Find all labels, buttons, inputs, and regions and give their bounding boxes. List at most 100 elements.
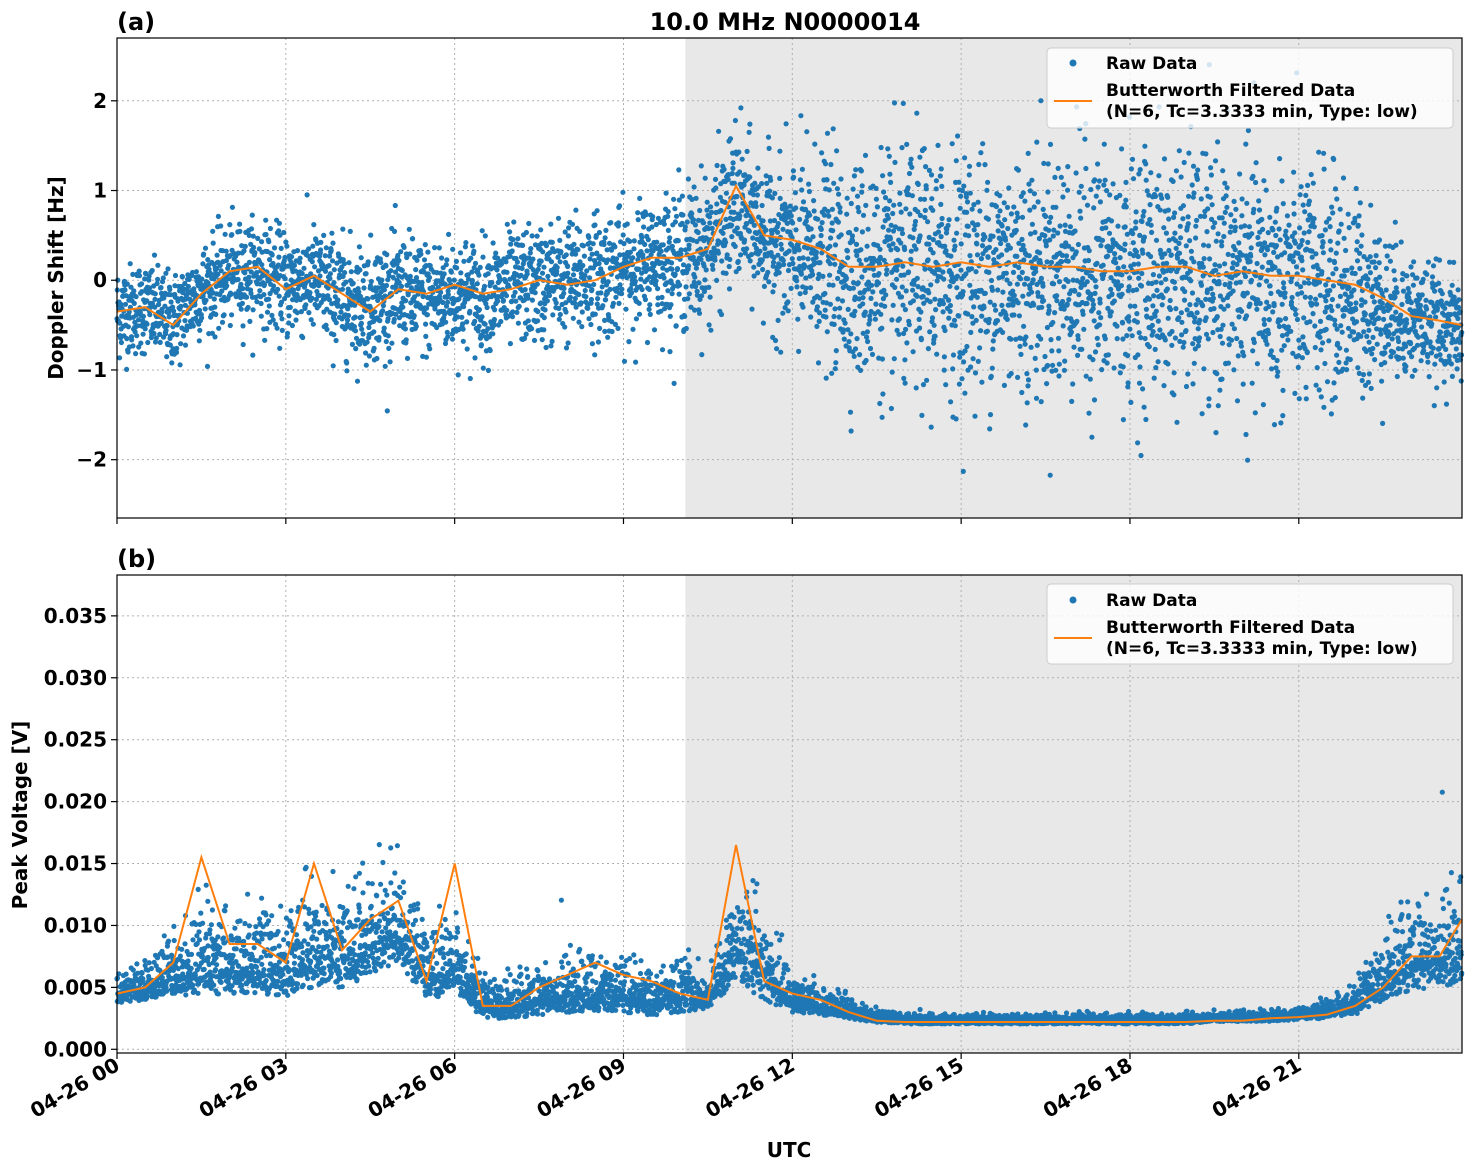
panel-a-raw-point — [869, 351, 876, 357]
panel-a-raw-point — [647, 274, 653, 280]
panel-a-raw-point — [1023, 422, 1029, 428]
panel-a-raw-point — [301, 265, 307, 271]
panel-a-raw-point — [1120, 336, 1126, 342]
panel-a-raw-point — [890, 302, 896, 308]
panel-a-raw-point — [1140, 213, 1146, 219]
panel-a-raw-point — [201, 251, 207, 257]
panel-a-raw-point — [608, 247, 615, 253]
panel-a-raw-point — [957, 354, 963, 360]
panel-a-raw-point — [141, 351, 147, 357]
panel-a-raw-point — [902, 357, 908, 363]
panel-a-raw-point — [933, 307, 939, 313]
panel-a-raw-point — [671, 196, 677, 202]
panel-a-raw-point — [1162, 251, 1168, 257]
panel-a-raw-point — [1372, 357, 1378, 363]
panel-a-raw-point — [1098, 315, 1104, 321]
panel-a-raw-point — [1144, 314, 1150, 320]
panel-a-raw-point — [494, 298, 501, 304]
panel-a-raw-point — [146, 273, 152, 279]
panel-a-raw-point — [1235, 353, 1241, 359]
panel-a-raw-point — [1383, 287, 1389, 293]
panel-a-raw-point — [460, 338, 466, 344]
panel-a-raw-point — [411, 313, 417, 319]
panel-a-raw-point — [951, 317, 958, 323]
panel-a-raw-point — [1114, 336, 1120, 342]
panel-a-raw-point — [580, 243, 587, 249]
panel-a-raw-point — [1336, 228, 1342, 234]
panel-a-raw-point — [1337, 293, 1343, 299]
panel-a-raw-point — [706, 322, 712, 328]
panel-a-raw-point — [191, 286, 197, 292]
panel-a-raw-point — [1281, 285, 1287, 291]
panel-a-raw-point — [962, 155, 968, 161]
panel-a-raw-point — [1134, 287, 1140, 293]
panel-a-raw-point — [908, 248, 914, 254]
panel-a-raw-point — [480, 254, 486, 260]
panel-a-raw-point — [122, 287, 128, 293]
panel-a-raw-point — [971, 304, 977, 310]
panel-a-raw-point — [1060, 323, 1066, 329]
panel-a-raw-point — [905, 185, 911, 191]
panel-a-raw-point — [723, 190, 730, 196]
panel-a-raw-point — [1364, 333, 1370, 339]
panel-a-raw-point — [689, 196, 695, 202]
panel-a-raw-point — [527, 250, 533, 256]
panel-a-raw-point — [887, 171, 893, 177]
panel-a-raw-point — [1222, 261, 1228, 267]
panel-a-raw-point — [1136, 380, 1143, 386]
panel-a-raw-point — [1128, 399, 1134, 405]
panel-a-raw-point — [1022, 198, 1028, 204]
panel-a-raw-point — [511, 219, 517, 225]
panel-a-raw-point — [513, 298, 519, 304]
panel-a-raw-point — [966, 163, 973, 169]
panel-a-raw-point — [808, 314, 814, 320]
panel-a-raw-point — [1090, 357, 1096, 363]
panel-a-raw-point — [549, 239, 555, 245]
panel-a-raw-point — [942, 243, 948, 249]
panel-a-raw-point — [732, 243, 738, 249]
panel-a-raw-point — [800, 199, 807, 205]
panel-a-raw-point — [310, 243, 316, 249]
panel-a-raw-point — [576, 319, 582, 325]
panel-a-raw-point — [491, 322, 497, 328]
panel-a-raw-point — [310, 321, 316, 327]
panel-a-raw-point — [696, 310, 703, 316]
panel-a-raw-point — [1111, 298, 1117, 304]
panel-a-raw-point — [1329, 307, 1335, 314]
panel-a-raw-point — [1298, 184, 1304, 190]
panel-a-raw-point — [946, 297, 952, 303]
panel-a-raw-point — [993, 247, 999, 253]
panel-a-raw-point — [1097, 300, 1103, 306]
panel-a-raw-point — [676, 291, 682, 297]
panel-a-raw-point — [894, 267, 900, 273]
panel-a-raw-point — [1022, 341, 1028, 347]
panel-a-raw-point — [248, 290, 254, 296]
panel-a-raw-point — [1323, 298, 1329, 304]
panel-a-raw-point — [270, 317, 276, 323]
panel-a-raw-point — [1005, 225, 1011, 232]
panel-a-raw-point — [636, 311, 643, 317]
panel-a-raw-point — [359, 314, 365, 320]
panel-a-raw-point — [793, 205, 799, 211]
panel-a-raw-point — [798, 113, 804, 119]
panel-a-raw-point — [285, 263, 291, 269]
panel-a-raw-point — [775, 317, 781, 323]
panel-a-raw-point — [898, 294, 905, 300]
panel-a-raw-point — [835, 296, 841, 302]
panel-a-raw-point — [1400, 355, 1406, 361]
panel-a-raw-point — [1136, 275, 1142, 281]
panel-a-raw-point — [1341, 273, 1347, 279]
panel-a-raw-point — [602, 317, 608, 323]
panel-a-raw-point — [156, 301, 162, 308]
panel-a-raw-point — [879, 325, 885, 331]
panel-a-raw-point — [234, 259, 240, 265]
panel-a-raw-point — [889, 317, 895, 323]
panel-a-raw-point — [1359, 377, 1365, 384]
panel-a-raw-point — [1244, 290, 1250, 296]
panel-a-raw-point — [844, 195, 850, 201]
panel-a-raw-point — [660, 265, 666, 271]
panel-a-raw-point — [1257, 300, 1263, 306]
panel-a-raw-point — [1228, 337, 1235, 343]
panel-a-raw-point — [543, 344, 549, 351]
panel-a-raw-point — [979, 243, 986, 249]
